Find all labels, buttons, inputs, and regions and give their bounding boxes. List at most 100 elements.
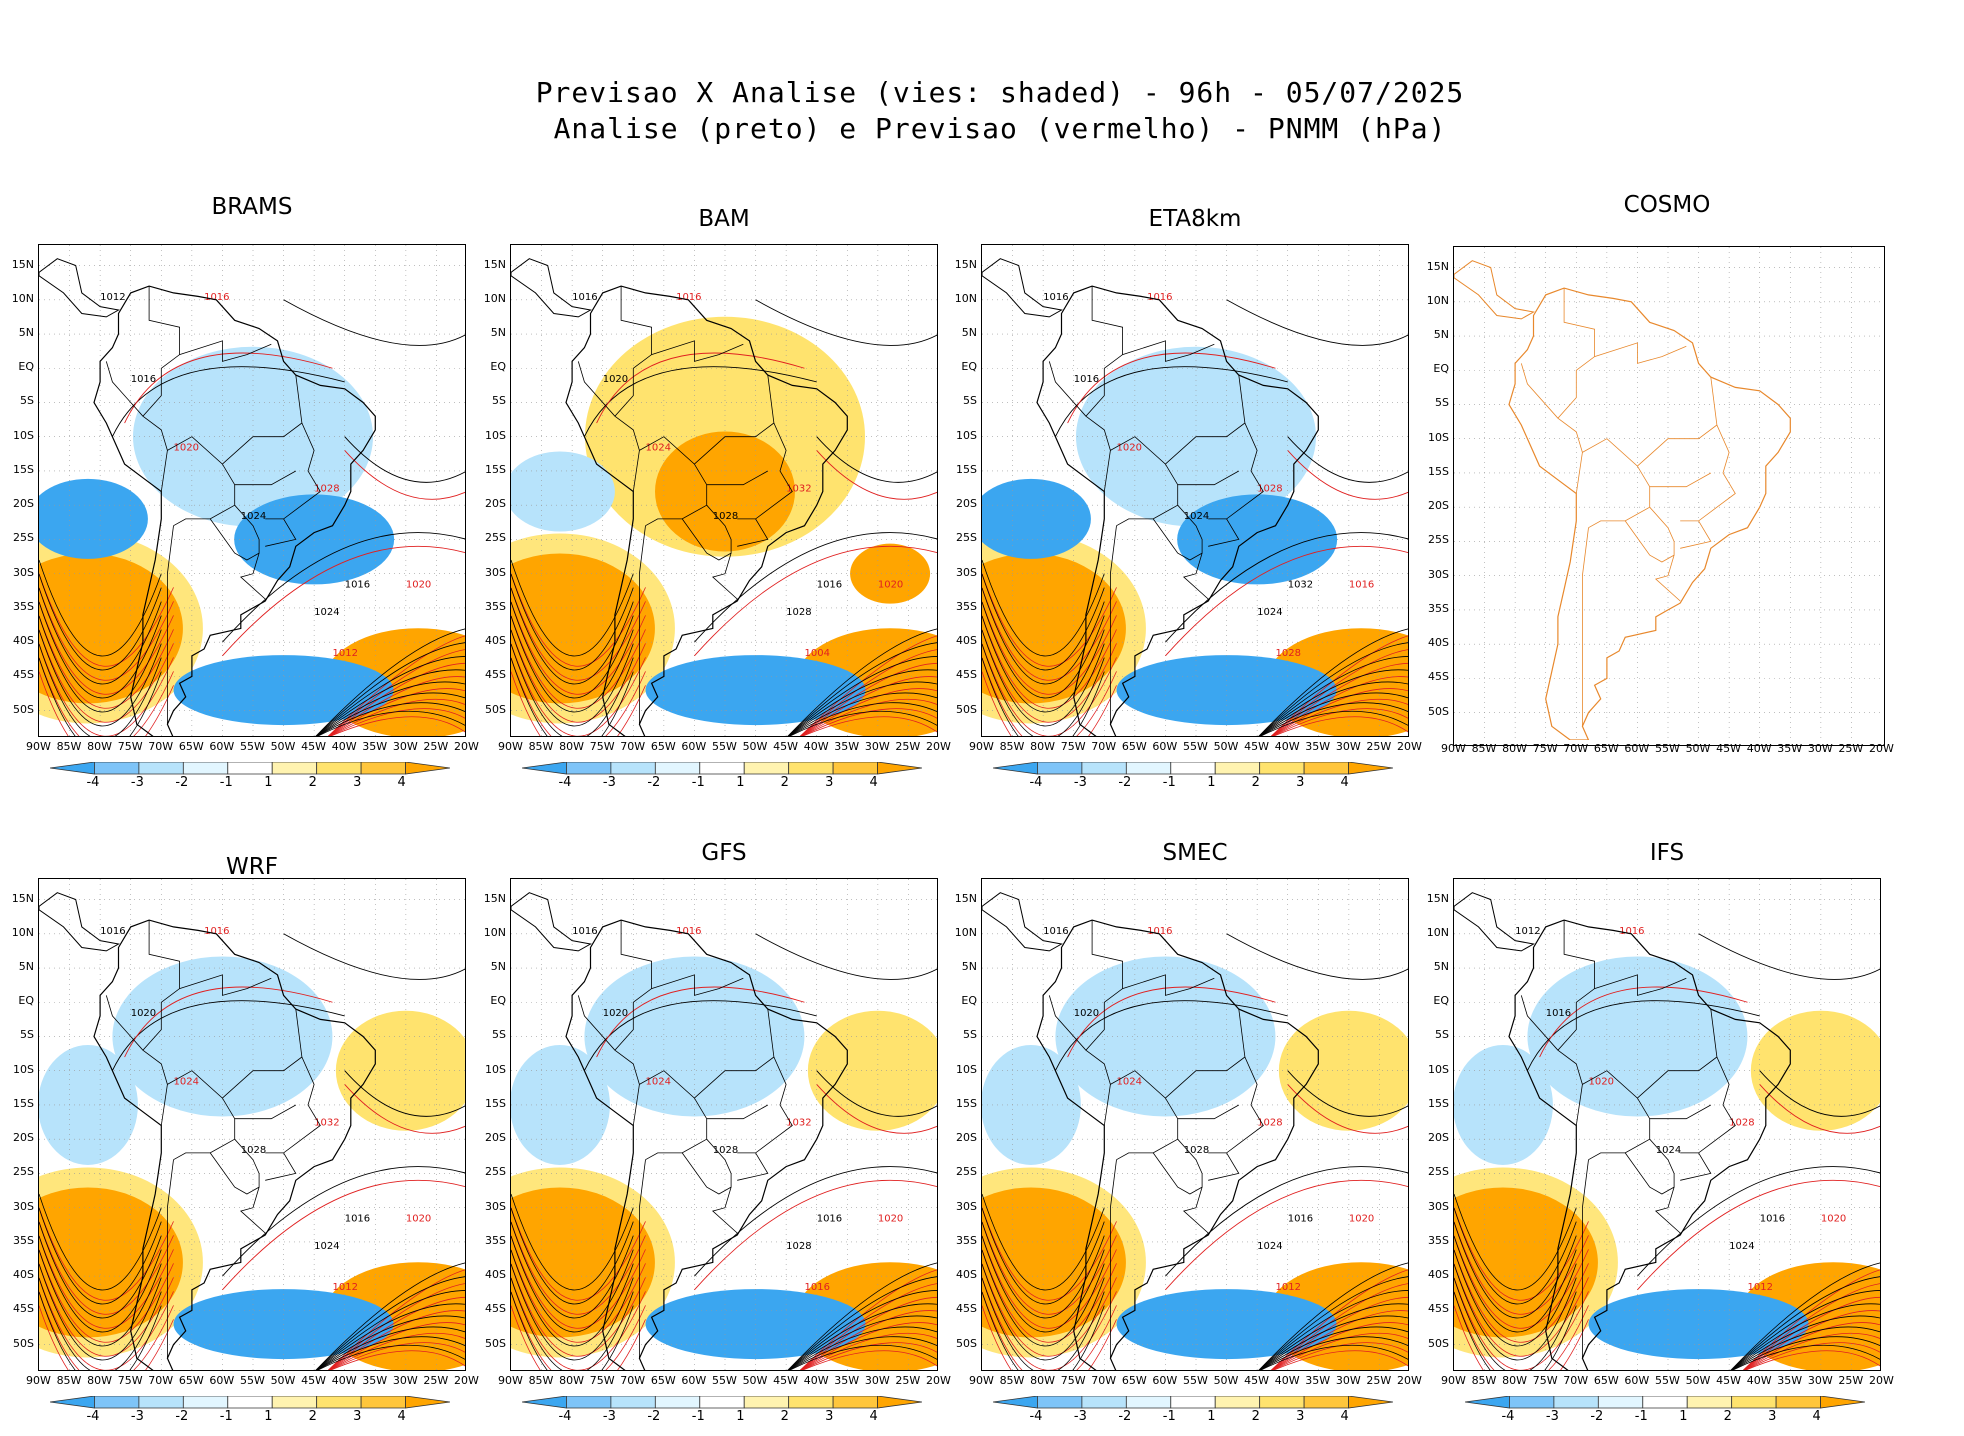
isobar-analysis <box>787 1262 937 1370</box>
colorbar-label: -2 <box>1118 1409 1132 1424</box>
lat-tick-label: 50S <box>956 1336 977 1350</box>
isobar-analysis <box>511 1193 634 1291</box>
lat-tick-label: 35S <box>956 599 977 613</box>
lon-tick-label: 25W <box>1838 742 1864 755</box>
map-panel-wrf: 1016 1016 1020 1024 1028 1032 1016 1020 1024 1012 <box>38 878 466 1371</box>
country-border <box>639 1070 708 1161</box>
isobar-forecast <box>1287 450 1408 500</box>
colorbar-label: 1 <box>264 775 273 790</box>
isobar-forecast <box>124 986 333 1058</box>
lon-tick-label: 30W <box>1807 742 1833 755</box>
colorbar-segment <box>788 762 834 775</box>
isobar-analysis <box>755 299 937 346</box>
bias-area-warm <box>655 431 795 552</box>
map-canvas: 1016 1016 1020 1024 1028 1032 1016 1020 1024 1012 <box>39 879 465 1370</box>
isobar-label: 1016 <box>345 579 370 590</box>
isobar-forecast <box>1454 1263 1589 1357</box>
isobar-forecast <box>1454 1221 1589 1315</box>
lat-tick-label: 5S <box>1435 1028 1449 1042</box>
isobar-analysis <box>511 587 634 685</box>
isobar-analysis <box>39 1249 162 1347</box>
isobar-analysis <box>39 559 162 657</box>
country-border <box>1208 518 1240 547</box>
lon-tick-label: 90W <box>498 1374 523 1387</box>
country-border <box>711 1186 738 1234</box>
lat-tick-label: 15N <box>954 257 977 271</box>
country-border <box>265 518 297 547</box>
bias-area-cool <box>982 478 1091 559</box>
lon-tick-label: 45W <box>773 1374 799 1387</box>
lat-tick-label: EQ <box>961 360 977 374</box>
colorbar-label: 4 <box>397 775 406 790</box>
lon-tick-label: 40W <box>1746 1374 1772 1387</box>
south-america-coastline <box>1036 919 1319 1370</box>
map-canvas: 1012 1016 1016 1020 1024 1028 1016 1020 1024 1012 <box>1454 879 1880 1370</box>
country-border <box>737 1009 793 1154</box>
isobar-label: 1012 <box>332 648 357 659</box>
lon-tick-label: 20W <box>454 1374 479 1387</box>
lat-tick-label: 20S <box>1428 1131 1449 1145</box>
lat-tick-label: EQ <box>18 994 34 1008</box>
colorbar-segment <box>1259 1396 1305 1409</box>
isobar-label: 1028 <box>786 1241 811 1252</box>
isobar-forecast <box>982 657 1117 736</box>
bias-area-cool <box>39 478 148 559</box>
colorbar-segment <box>1214 762 1261 775</box>
isobar-label: 1016 <box>1288 1213 1313 1224</box>
isobar-label: 1020 <box>406 1213 431 1224</box>
colorbar-label: 3 <box>353 1409 362 1424</box>
lat-tick-label: 50S <box>13 702 34 716</box>
isobar-analysis <box>788 1326 937 1370</box>
country-border <box>1649 1104 1711 1120</box>
lon-tick-label: 55W <box>1183 1374 1208 1387</box>
lat-tick-label: 50S <box>956 702 977 716</box>
colorbar-segment <box>94 762 140 775</box>
bias-area-cool <box>1527 956 1748 1117</box>
colorbar-segment <box>182 762 229 775</box>
lon-tick-label: 30W <box>1807 1374 1833 1387</box>
country-border <box>1085 340 1215 492</box>
lon-tick-label: 40W <box>803 740 829 753</box>
isobar-analysis <box>982 1291 1105 1370</box>
country-border <box>1109 1159 1117 1359</box>
country-border <box>1649 472 1711 488</box>
isobar-forecast <box>982 1249 1117 1343</box>
colorbar-label: 2 <box>308 775 317 790</box>
central-america-coastline <box>982 892 1063 952</box>
isobar-analysis <box>283 299 465 346</box>
isobar-analysis <box>1454 1277 1577 1370</box>
isobar-analysis <box>755 933 937 980</box>
isobar-analysis <box>788 1336 937 1370</box>
colorbar-segment <box>1037 1396 1083 1409</box>
isobar-label: 1028 <box>1257 484 1282 495</box>
isobar-label: 1020 <box>878 579 903 590</box>
isobar-forecast <box>982 1291 1117 1370</box>
isobar-forecast <box>982 643 1117 736</box>
country-border <box>614 340 744 492</box>
lat-tick-label: 10N <box>11 925 34 939</box>
isobar-analysis <box>982 1263 1105 1361</box>
isobar-label: 1016 <box>345 1213 370 1224</box>
country-border <box>167 436 236 527</box>
lon-tick-label: 75W <box>1532 1374 1558 1387</box>
isobar-analysis <box>816 1070 937 1117</box>
isobar-label: 1020 <box>603 374 628 385</box>
country-border <box>1680 1009 1736 1154</box>
lat-tick-label: 25S <box>13 1165 34 1179</box>
colorbar-label: -2 <box>175 1409 189 1424</box>
isobar-forecast <box>1454 1305 1589 1370</box>
isobar-analysis <box>39 657 162 736</box>
isobar-forecast <box>39 587 174 681</box>
lat-tick-label: 30S <box>1428 1199 1449 1213</box>
colorbar-label: -3 <box>602 1409 616 1424</box>
map-panel-ifs: 1012 1016 1016 1020 1024 1028 1016 1020 1024 1012 <box>1453 878 1881 1371</box>
lon-tick-label: 85W <box>528 1374 554 1387</box>
colorbar-segment <box>522 1396 567 1409</box>
lon-tick-label: 55W <box>1655 1374 1680 1387</box>
country-border <box>737 518 769 547</box>
south-america-coastline <box>1508 919 1791 1370</box>
map-canvas: 1016 1016 1020 1024 1028 1032 1016 1020 1028 1016 <box>511 879 937 1370</box>
lon-tick-label: 25W <box>895 1374 921 1387</box>
isobar-forecast <box>511 1305 646 1370</box>
isobar-analysis <box>787 642 937 736</box>
